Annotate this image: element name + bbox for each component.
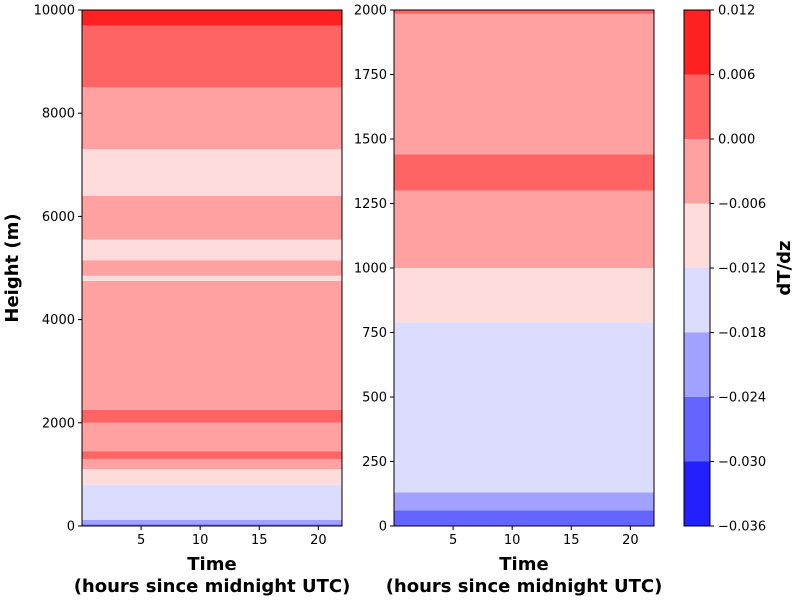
left-panel: 5 10 15 20 0 2000 4000 6000 8000 10000 Time (hou… xyxy=(2,4,350,598)
left-y-tick-label: 6000 xyxy=(42,210,75,225)
left-x-tick-label: 15 xyxy=(251,533,268,548)
colorbar-swatch xyxy=(684,10,710,75)
left-y-tick-label: 0 xyxy=(67,520,75,535)
left-layer xyxy=(82,409,342,423)
right-layer xyxy=(394,13,654,155)
left-y-label: Height (m) xyxy=(2,213,23,322)
right-x-tick-label: 5 xyxy=(449,533,457,548)
right-x-label-line1: Time xyxy=(499,554,548,575)
left-y-ticks: 0 2000 4000 6000 8000 10000 xyxy=(34,4,82,535)
right-plot-area xyxy=(394,10,654,526)
right-layer xyxy=(394,322,654,493)
left-layer xyxy=(82,195,342,240)
colorbar-tick-label: −0.036 xyxy=(718,520,766,535)
colorbar-swatch xyxy=(684,461,710,527)
right-layer xyxy=(394,154,654,191)
right-y-ticks: 0 250 500 750 1000 1250 1500 1750 2000 xyxy=(354,4,394,535)
colorbar-swatch xyxy=(684,332,710,398)
right-layer xyxy=(394,268,654,323)
left-axes-frame xyxy=(81,9,343,527)
left-layer xyxy=(82,275,342,281)
colorbar-tick-label: −0.030 xyxy=(718,455,766,470)
left-y-tick-label: 2000 xyxy=(42,416,75,431)
right-panel: 5 10 15 20 0 250 500 750 1000 1250 1500 1750 2000 T… xyxy=(354,4,662,598)
left-x-label-line1: Time xyxy=(187,554,236,575)
colorbar-ticks: 0.012 0.006 0.000 −0.006 −0.012 −0.018 −0.024 −… xyxy=(710,4,766,535)
left-layer xyxy=(82,149,342,196)
left-x-tick-label: 5 xyxy=(137,533,145,548)
left-y-tick-label: 10000 xyxy=(34,4,75,19)
colorbar-tick-label: −0.024 xyxy=(718,391,766,406)
colorbar-swatches xyxy=(684,10,710,527)
right-y-tick-label: 0 xyxy=(379,520,387,535)
right-y-tick-label: 2000 xyxy=(354,4,387,19)
right-y-tick-label: 1250 xyxy=(354,197,387,212)
right-y-tick-label: 1500 xyxy=(354,133,387,148)
left-layer xyxy=(82,451,342,459)
left-layer xyxy=(82,10,342,26)
colorbar-swatch xyxy=(684,397,710,462)
right-y-tick-label: 1000 xyxy=(354,262,387,277)
left-layer xyxy=(82,25,342,88)
right-x-ticks: 5 10 15 20 xyxy=(449,526,639,548)
right-y-tick-label: 750 xyxy=(362,326,387,341)
left-y-tick-label: 4000 xyxy=(42,313,75,328)
left-x-label-line2: (hours since midnight UTC) xyxy=(74,576,351,597)
right-y-tick-label: 250 xyxy=(362,455,387,470)
colorbar-tick-label: 0.006 xyxy=(718,68,755,83)
left-layer xyxy=(82,422,342,452)
right-x-tick-label: 15 xyxy=(563,533,580,548)
colorbar-tick-label: −0.018 xyxy=(718,326,766,341)
colorbar-label: dT/dz xyxy=(774,240,795,295)
right-y-tick-label: 1750 xyxy=(354,68,387,83)
right-x-label-line2: (hours since midnight UTC) xyxy=(386,576,663,597)
left-layer xyxy=(82,280,342,410)
right-y-tick-label: 500 xyxy=(362,391,387,406)
left-x-tick-label: 20 xyxy=(310,533,327,548)
left-layer xyxy=(82,87,342,150)
right-layer xyxy=(394,510,654,526)
colorbar-tick-label: −0.012 xyxy=(718,262,766,277)
left-layer xyxy=(82,524,342,526)
right-x-tick-label: 20 xyxy=(622,533,639,548)
colorbar-tick-label: 0.012 xyxy=(718,4,755,19)
colorbar-swatch xyxy=(684,74,710,140)
colorbar-swatch xyxy=(684,203,710,269)
left-layer xyxy=(82,519,342,525)
colorbar-swatch xyxy=(684,268,710,333)
left-layer xyxy=(82,484,342,520)
left-layer xyxy=(82,260,342,276)
colorbar-tick-label: 0.000 xyxy=(718,133,755,148)
right-x-tick-label: 10 xyxy=(504,533,521,548)
left-x-tick-label: 10 xyxy=(192,533,209,548)
colorbar: 0.012 0.006 0.000 −0.006 −0.012 −0.018 −0.024 −… xyxy=(683,4,795,535)
colorbar-tick-label: −0.006 xyxy=(718,197,766,212)
left-layer xyxy=(82,458,342,470)
left-layer xyxy=(82,239,342,261)
right-layer xyxy=(394,10,654,14)
left-plot-area xyxy=(82,10,342,526)
left-layer xyxy=(82,469,342,485)
left-x-ticks: 5 10 15 20 xyxy=(137,526,327,548)
right-layer xyxy=(394,492,654,511)
colorbar-swatch xyxy=(684,139,710,204)
right-layer xyxy=(394,190,654,268)
left-y-tick-label: 8000 xyxy=(42,107,75,122)
